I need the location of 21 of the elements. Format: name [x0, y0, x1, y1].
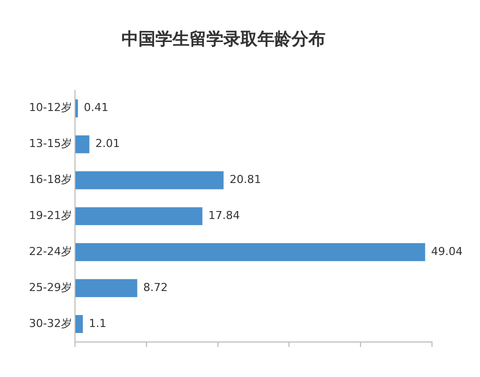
y-tick-label: 25-29岁 — [29, 280, 72, 294]
bar — [76, 171, 224, 190]
y-tick-label: 19-21岁 — [29, 209, 72, 222]
y-tick-label: 13-15岁 — [29, 137, 72, 150]
bar — [76, 135, 90, 154]
data-label: 17.84 — [208, 209, 240, 222]
y-tick-label: 16-18岁 — [29, 173, 72, 186]
y-tick-label: 22-24岁 — [29, 245, 72, 258]
y-tick-label: 30-32岁 — [29, 316, 72, 330]
data-label: 20.81 — [230, 173, 262, 186]
data-label: 0.41 — [84, 101, 108, 114]
bar — [76, 279, 138, 298]
data-label: 2.01 — [95, 137, 120, 150]
bar — [76, 243, 426, 262]
chart-title: 中国学生留学录取年龄分布 — [122, 30, 326, 50]
bar — [76, 207, 202, 226]
data-label: 1.1 — [88, 316, 106, 330]
y-tick-label: 10-12岁 — [29, 101, 72, 114]
data-label: 49.04 — [431, 245, 463, 258]
bar — [76, 315, 83, 334]
data-label: 8.72 — [143, 280, 168, 294]
